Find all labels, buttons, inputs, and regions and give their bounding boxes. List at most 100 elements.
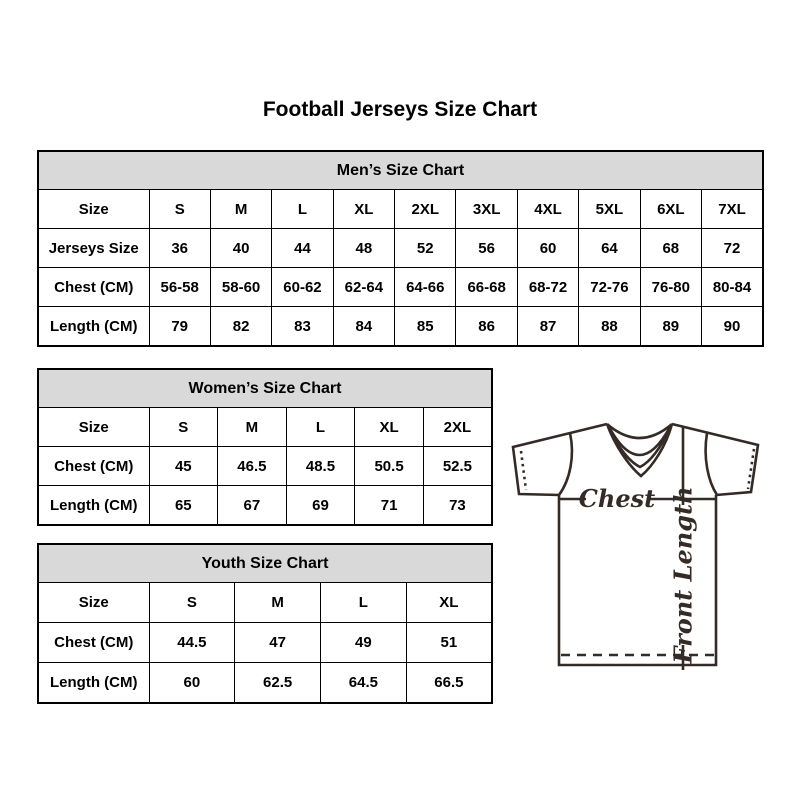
mens-cell-r0-c9: 6XL xyxy=(639,189,703,229)
youth-title-row: Youth Size Chart xyxy=(37,543,493,583)
womens-cell-r2-c1: 65 xyxy=(148,485,219,526)
youth-cell-r2-c4: 66.5 xyxy=(405,662,493,704)
mens-cell-r2-c2: 58-60 xyxy=(209,267,273,307)
chest-label: Chest xyxy=(579,484,655,513)
mens-cell-r0-c4: XL xyxy=(332,189,396,229)
mens-cell-r3-c10: 90 xyxy=(701,306,764,347)
jersey-body-outline xyxy=(557,495,718,667)
mens-cell-r0-c5: 2XL xyxy=(394,189,457,229)
womens-cell-r2-c2: 67 xyxy=(217,485,287,526)
mens-cell-r2-c3: 60-62 xyxy=(271,267,334,307)
youth-row-0-label: Size xyxy=(37,582,150,623)
womens-title-row: Women’s Size Chart xyxy=(37,368,493,408)
mens-cell-r2-c10: 80-84 xyxy=(701,267,764,307)
womens-row-1-label: Chest (CM) xyxy=(37,446,150,486)
jersey-vneck-inner-line xyxy=(608,428,671,469)
youth-cell-r2-c2: 62.5 xyxy=(234,662,321,704)
womens-row-0: Size S M L XL 2XL xyxy=(37,407,493,447)
mens-cell-r1-c1: 36 xyxy=(148,228,211,268)
jersey-left-sleeve xyxy=(511,422,608,497)
womens-cell-r1-c3: 48.5 xyxy=(285,446,356,486)
mens-title-row: Men’s Size Chart xyxy=(37,150,764,190)
mens-cell-r2-c9: 76-80 xyxy=(639,267,703,307)
youth-cell-r1-c4: 51 xyxy=(405,622,493,663)
mens-cell-r1-c5: 52 xyxy=(394,228,457,268)
jersey-collar-top-arc xyxy=(606,423,673,440)
mens-row-2: Chest (CM) 56-58 58-60 60-62 62-64 64-66 66-68… xyxy=(37,267,764,307)
womens-cell-r1-c2: 46.5 xyxy=(217,446,287,486)
youth-row-1: Chest (CM) 44.5 47 49 51 xyxy=(37,622,493,663)
jersey-right-armhole-seam xyxy=(704,432,719,496)
mens-cell-r2-c5: 64-66 xyxy=(394,267,457,307)
youth-row-2-label: Length (CM) xyxy=(37,662,150,704)
mens-row-1: Jerseys Size 36 40 44 48 52 56 60 64 68 72 xyxy=(37,228,764,268)
mens-cell-r2-c8: 72-76 xyxy=(578,267,641,307)
womens-cell-r0-c3: L xyxy=(285,407,356,447)
mens-row-3-label: Length (CM) xyxy=(37,306,150,347)
mens-cell-r3-c6: 86 xyxy=(455,306,518,347)
mens-cell-r1-c8: 64 xyxy=(578,228,641,268)
mens-cell-r1-c3: 44 xyxy=(271,228,334,268)
mens-cell-r3-c3: 83 xyxy=(271,306,334,347)
womens-size-table: Women’s Size Chart Size S M L XL 2XL Chest (CM)… xyxy=(37,368,493,526)
youth-cell-r2-c3: 64.5 xyxy=(320,662,407,704)
mens-size-table: Men’s Size Chart Size S M L XL 2XL 3XL 4XL 5XL 6XL… xyxy=(37,150,764,347)
youth-cell-r0-c1: S xyxy=(148,582,236,623)
mens-cell-r3-c9: 89 xyxy=(639,306,703,347)
mens-cell-r3-c5: 85 xyxy=(394,306,457,347)
womens-cell-r1-c4: 50.5 xyxy=(354,446,424,486)
mens-cell-r3-c1: 79 xyxy=(148,306,211,347)
youth-cell-r1-c1: 44.5 xyxy=(148,622,236,663)
mens-cell-r3-c8: 88 xyxy=(578,306,641,347)
womens-cell-r2-c3: 69 xyxy=(285,485,356,526)
youth-cell-r1-c3: 49 xyxy=(320,622,407,663)
mens-chart-title: Men’s Size Chart xyxy=(37,150,764,190)
youth-chart-title: Youth Size Chart xyxy=(37,543,493,583)
youth-cell-r1-c2: 47 xyxy=(234,622,321,663)
mens-cell-r0-c3: L xyxy=(271,189,334,229)
womens-cell-r1-c5: 52.5 xyxy=(422,446,493,486)
page-title: Football Jerseys Size Chart xyxy=(262,98,538,121)
youth-row-2: Length (CM) 60 62.5 64.5 66.5 xyxy=(37,662,493,704)
youth-row-1-label: Chest (CM) xyxy=(37,622,150,663)
front-length-label: Front Length xyxy=(669,486,698,664)
womens-row-2: Length (CM) 65 67 69 71 73 xyxy=(37,485,493,526)
womens-row-1: Chest (CM) 45 46.5 48.5 50.5 52.5 xyxy=(37,446,493,486)
mens-row-0-label: Size xyxy=(37,189,150,229)
mens-cell-r0-c10: 7XL xyxy=(701,189,764,229)
mens-row-0: Size S M L XL 2XL 3XL 4XL 5XL 6XL 7XL xyxy=(37,189,764,229)
youth-size-table: Youth Size Chart Size S M L XL Chest (CM) 44.5 4… xyxy=(37,543,493,704)
jersey-collar-inner-arc xyxy=(607,426,672,457)
mens-cell-r3-c7: 87 xyxy=(516,306,580,347)
jersey-left-armhole-seam xyxy=(557,432,574,496)
mens-cell-r0-c8: 5XL xyxy=(578,189,641,229)
youth-cell-r0-c2: M xyxy=(234,582,321,623)
jersey-right-sleeve xyxy=(671,422,760,497)
mens-cell-r1-c6: 56 xyxy=(455,228,518,268)
mens-cell-r0-c7: 4XL xyxy=(516,189,580,229)
mens-cell-r0-c1: S xyxy=(148,189,211,229)
womens-cell-r0-c2: M xyxy=(217,407,287,447)
womens-cell-r0-c4: XL xyxy=(354,407,424,447)
youth-cell-r0-c4: XL xyxy=(405,582,493,623)
mens-cell-r1-c4: 48 xyxy=(332,228,396,268)
mens-cell-r3-c4: 84 xyxy=(332,306,396,347)
womens-row-0-label: Size xyxy=(37,407,150,447)
jersey-left-cuff-stitch-line xyxy=(519,450,528,491)
womens-row-2-label: Length (CM) xyxy=(37,485,150,526)
womens-cell-r2-c5: 73 xyxy=(422,485,493,526)
womens-cell-r1-c1: 45 xyxy=(148,446,219,486)
mens-cell-r2-c7: 68-72 xyxy=(516,267,580,307)
jersey-right-cuff-stitch-line xyxy=(746,448,756,490)
mens-cell-r2-c6: 66-68 xyxy=(455,267,518,307)
mens-cell-r0-c2: M xyxy=(209,189,273,229)
youth-cell-r2-c1: 60 xyxy=(148,662,236,704)
mens-row-2-label: Chest (CM) xyxy=(37,267,150,307)
youth-row-0: Size S M L XL xyxy=(37,582,493,623)
womens-cell-r0-c5: 2XL xyxy=(422,407,493,447)
mens-cell-r1-c10: 72 xyxy=(701,228,764,268)
mens-cell-r3-c2: 82 xyxy=(209,306,273,347)
mens-cell-r1-c2: 40 xyxy=(209,228,273,268)
mens-row-1-label: Jerseys Size xyxy=(37,228,150,268)
